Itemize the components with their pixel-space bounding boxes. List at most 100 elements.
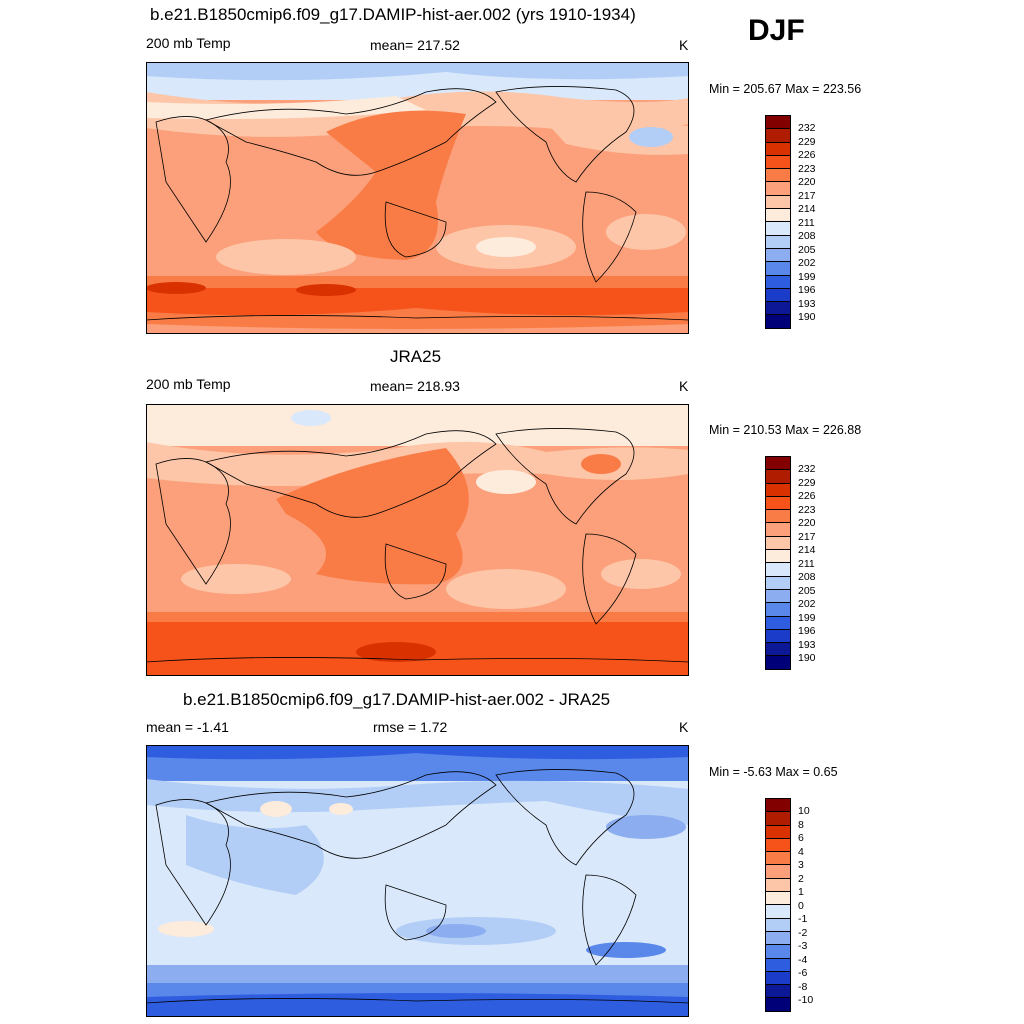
colorbar-tick-label: 217 xyxy=(798,189,816,202)
panel2-title: JRA25 xyxy=(390,347,442,366)
colorbar-tick-label: 214 xyxy=(798,544,816,556)
map-contour-region xyxy=(155,799,231,926)
colorbar-swatch xyxy=(765,656,791,670)
colorbar-tick-label: 232 xyxy=(798,463,816,475)
colorbar-tick-label: 190 xyxy=(798,311,816,323)
map-contour-region xyxy=(495,86,635,183)
map-contour-region xyxy=(181,564,291,594)
panel3-units-label: K xyxy=(679,719,689,735)
colorbar-swatch xyxy=(765,838,791,853)
colorbar-swatch xyxy=(765,563,791,577)
colorbar-swatch xyxy=(765,589,791,604)
map-contour-region xyxy=(204,771,497,859)
colorbar-swatch xyxy=(765,958,791,972)
panel2-minmax: Min = 210.53 Max = 226.88 xyxy=(709,423,862,437)
colorbar-tick-label: 196 xyxy=(798,625,816,637)
colorbar-swatch xyxy=(765,182,791,196)
panel3-coastlines xyxy=(146,769,689,1004)
panel3-colorbar: 10 8 6 4 3 2 1 0 -1 -2 -3 -4 -6 -8 -10 xyxy=(765,798,813,1012)
colorbar-swatch xyxy=(765,302,791,316)
colorbar-swatch xyxy=(765,235,791,249)
map-contour-region xyxy=(158,921,214,937)
colorbar-swatch xyxy=(765,878,791,893)
map-contour-region xyxy=(384,201,447,258)
map-contour-region xyxy=(582,874,637,966)
colorbar-swatch xyxy=(765,825,791,839)
map-contour-region xyxy=(155,458,231,585)
panel1-coastlines xyxy=(146,86,689,321)
map-contour-region xyxy=(495,769,635,866)
colorbar-tick-label: 1 xyxy=(798,886,804,898)
colorbar-tick-label: -1 xyxy=(798,913,808,925)
colorbar-tick-label: 2 xyxy=(798,872,804,885)
colorbar-tick-label: 3 xyxy=(798,859,804,871)
panel2-variable-label: 200 mb Temp xyxy=(146,376,231,392)
panel2-field-cold-spot xyxy=(291,410,331,426)
colorbar-tick-label: -8 xyxy=(798,980,808,993)
panel2-map xyxy=(146,404,689,676)
colorbar-swatch xyxy=(765,142,791,156)
colorbar-tick-label: 196 xyxy=(798,284,816,296)
colorbar-swatch xyxy=(765,945,791,959)
panel3-frame xyxy=(146,745,689,1017)
panel3-rmse-label: rmse = 1.72 xyxy=(373,719,448,735)
colorbar-swatch xyxy=(765,998,791,1012)
colorbar-tick-label: 193 xyxy=(798,638,816,651)
panel3-field-midlat xyxy=(146,779,689,825)
colorbar-tick-label: -6 xyxy=(798,967,808,979)
map-contour-region xyxy=(476,470,536,494)
colorbar-swatch xyxy=(765,496,791,511)
colorbar-tick-label: 202 xyxy=(798,257,816,269)
colorbar-swatch xyxy=(765,288,791,303)
colorbar-swatch xyxy=(765,865,791,879)
map-contour-region xyxy=(146,324,689,334)
panel2-field-tropical-warm xyxy=(276,448,469,585)
panel1-mean-label: mean= 217.52 xyxy=(370,37,460,53)
colorbar-tick-label: 223 xyxy=(798,162,816,175)
map-contour-region xyxy=(384,884,447,941)
panel1-field-tropical-warm xyxy=(316,110,466,260)
colorbar-swatch xyxy=(765,616,791,630)
colorbar-swatch xyxy=(765,169,791,183)
colorbar-swatch xyxy=(765,812,791,826)
panel2-colorbar: 232 229 226 223 220 217 214 211 208 205 … xyxy=(765,456,816,670)
panel1-map xyxy=(146,62,689,334)
colorbar-swatch xyxy=(765,629,791,644)
panel1-field-southern-warm xyxy=(146,288,689,316)
map-contour-region xyxy=(586,942,666,958)
map-contour-region xyxy=(204,88,497,176)
panel1-field-cold-spot xyxy=(629,127,673,147)
colorbar-swatch xyxy=(765,470,791,484)
colorbar-tick-label: 211 xyxy=(798,557,815,570)
colorbar-tick-label: -2 xyxy=(798,926,808,939)
colorbar-tick-label: 202 xyxy=(798,598,816,610)
map-contour-region xyxy=(146,282,206,294)
colorbar-swatch xyxy=(765,315,791,329)
map-contour-region xyxy=(204,430,497,518)
map-contour-region xyxy=(146,315,689,321)
colorbar-tick-label: 232 xyxy=(798,122,816,134)
map-contour-region xyxy=(329,803,353,815)
map-contour-region xyxy=(476,237,536,257)
season-label: DJF xyxy=(748,14,805,47)
colorbar-tick-label: 190 xyxy=(798,652,816,664)
colorbar-tick-label: 217 xyxy=(798,530,816,543)
colorbar-swatch xyxy=(765,129,791,143)
panel3-map xyxy=(146,745,689,1017)
map-contour-region xyxy=(495,428,635,525)
colorbar-tick-label: 4 xyxy=(798,845,804,858)
map-contour-region xyxy=(384,543,447,600)
map-contour-region xyxy=(146,745,689,760)
colorbar-swatch xyxy=(765,576,791,590)
colorbar-tick-label: 223 xyxy=(798,503,816,516)
colorbar-tick-label: 220 xyxy=(798,517,816,529)
colorbar-tick-label: 10 xyxy=(798,805,810,817)
panel3-mean-label: mean = -1.41 xyxy=(146,719,229,735)
colorbar-swatch xyxy=(765,603,791,617)
colorbar-swatch xyxy=(765,918,791,932)
map-contour-region xyxy=(155,116,231,243)
colorbar-tick-label: 193 xyxy=(798,297,816,310)
colorbar-swatch xyxy=(765,931,791,946)
colorbar-tick-label: 229 xyxy=(798,135,816,148)
panel2-frame xyxy=(146,404,689,676)
